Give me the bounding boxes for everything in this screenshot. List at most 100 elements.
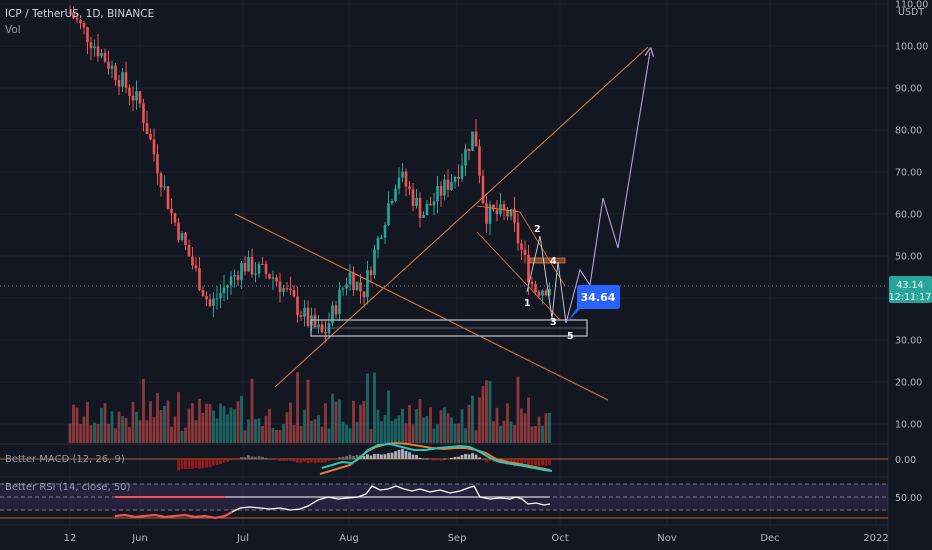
volume-bar bbox=[331, 393, 334, 443]
macd-histogram-bar bbox=[418, 457, 422, 459]
candle-countdown: 12:11:17 bbox=[889, 292, 932, 303]
volume-bar bbox=[366, 373, 369, 443]
volume-bar bbox=[180, 430, 184, 443]
candle-body bbox=[306, 307, 310, 326]
wave-label-5: 5 bbox=[567, 331, 574, 342]
candle-body bbox=[523, 249, 527, 255]
candle-body bbox=[366, 270, 369, 298]
volume-bar bbox=[338, 399, 341, 443]
volume-bar bbox=[282, 424, 285, 443]
volume-bar bbox=[215, 418, 219, 443]
macd-histogram-bar bbox=[548, 459, 551, 466]
volume-bar bbox=[149, 401, 152, 443]
macd-histogram-bar bbox=[369, 455, 373, 459]
volume-bar bbox=[495, 407, 499, 443]
candle-body bbox=[387, 203, 390, 225]
volume-bar bbox=[208, 404, 212, 443]
volume-bar bbox=[453, 423, 457, 443]
volume-bar bbox=[275, 430, 278, 443]
volume-bar bbox=[271, 427, 275, 443]
macd-histogram-bar bbox=[464, 453, 467, 459]
candle-body bbox=[205, 296, 208, 300]
volume-bar bbox=[250, 378, 254, 443]
target-price-badge[interactable]: 34.64 bbox=[568, 285, 620, 321]
volume-bar bbox=[103, 403, 107, 443]
candle-body bbox=[401, 171, 404, 178]
macd-histogram-bar bbox=[247, 455, 250, 459]
macd-histogram-bar bbox=[261, 456, 264, 459]
candle-body bbox=[509, 209, 513, 217]
volume-bar bbox=[114, 428, 117, 443]
volume-bar bbox=[212, 410, 215, 443]
price-axis[interactable]: 110.00100.0090.0080.0070.0060.0050.0040.… bbox=[895, 0, 928, 431]
volume-bar bbox=[131, 401, 135, 443]
volume-bar bbox=[226, 414, 229, 443]
volume-bar bbox=[548, 412, 551, 443]
candle-body bbox=[303, 307, 306, 317]
macd-histogram-bar bbox=[324, 459, 327, 463]
projection-path bbox=[565, 52, 650, 324]
volume-bar bbox=[436, 424, 439, 443]
candle-body bbox=[156, 154, 159, 174]
candle-body bbox=[474, 131, 478, 147]
macd-histogram-bar bbox=[394, 451, 397, 459]
volume-bar bbox=[79, 423, 82, 443]
macd-histogram-bar bbox=[362, 455, 366, 459]
candle-body bbox=[317, 324, 320, 327]
macd-legend[interactable]: Better MACD (12, 26, 9) bbox=[5, 454, 125, 465]
volume-bar bbox=[520, 408, 523, 443]
wave-label-3: 3 bbox=[550, 317, 557, 328]
macd-histogram-bar bbox=[474, 454, 478, 459]
macd-histogram-bar bbox=[303, 459, 306, 462]
candle-body bbox=[352, 272, 355, 291]
volume-bar bbox=[334, 401, 338, 443]
candle-body bbox=[135, 91, 138, 101]
volume-bar bbox=[138, 420, 142, 443]
macd-histogram-bar bbox=[345, 456, 348, 459]
candle-body bbox=[373, 249, 376, 276]
macd-histogram-bar bbox=[366, 454, 369, 459]
macd-histogram-bar bbox=[460, 455, 464, 459]
volume-bar bbox=[303, 409, 306, 443]
candle-body bbox=[257, 263, 261, 274]
candle-body bbox=[348, 272, 352, 285]
macd-histogram-bar bbox=[415, 455, 418, 459]
time-tick: 12 bbox=[64, 533, 77, 544]
candle-body bbox=[219, 293, 222, 299]
volume-bar bbox=[502, 420, 506, 443]
macd-histogram-bar bbox=[488, 459, 492, 462]
volume-bar bbox=[341, 421, 345, 443]
candle-body bbox=[117, 80, 121, 87]
macd-histogram-bar bbox=[380, 454, 383, 459]
candle-body bbox=[446, 179, 450, 190]
macd-histogram-bar bbox=[285, 459, 289, 461]
candle-body bbox=[520, 243, 523, 250]
rsi-legend[interactable]: Better RSI (14, close, 50) bbox=[5, 482, 131, 493]
volume-bar bbox=[198, 398, 201, 443]
candle-body bbox=[548, 288, 551, 296]
wave-label-4: 4 bbox=[550, 256, 557, 267]
candle-body bbox=[212, 298, 215, 306]
macd-histogram-bar bbox=[313, 459, 317, 464]
macd-histogram-bar bbox=[443, 458, 446, 460]
candle-body bbox=[313, 315, 317, 327]
candle-body bbox=[282, 288, 285, 293]
macd-histogram-bar bbox=[373, 454, 376, 459]
volume-bar bbox=[233, 409, 236, 443]
candle-body bbox=[289, 288, 292, 290]
candle-body bbox=[86, 27, 89, 43]
volume-bar bbox=[128, 427, 131, 443]
candle-body bbox=[159, 173, 163, 188]
volume-bar bbox=[516, 376, 520, 443]
candle-body bbox=[411, 189, 415, 206]
volume-bar bbox=[537, 416, 541, 443]
ascending-trendline bbox=[274, 46, 649, 388]
macd-histogram-bar bbox=[544, 459, 548, 466]
macd-histogram-bar bbox=[408, 452, 411, 459]
time-axis[interactable]: 12 Jun Jul Aug Sep Oct Nov Dec 2022 bbox=[64, 533, 889, 544]
macd-histogram-bar bbox=[236, 459, 240, 460]
macd-histogram-bar bbox=[257, 456, 261, 459]
candle-body bbox=[268, 273, 271, 279]
candle-body bbox=[180, 233, 184, 240]
